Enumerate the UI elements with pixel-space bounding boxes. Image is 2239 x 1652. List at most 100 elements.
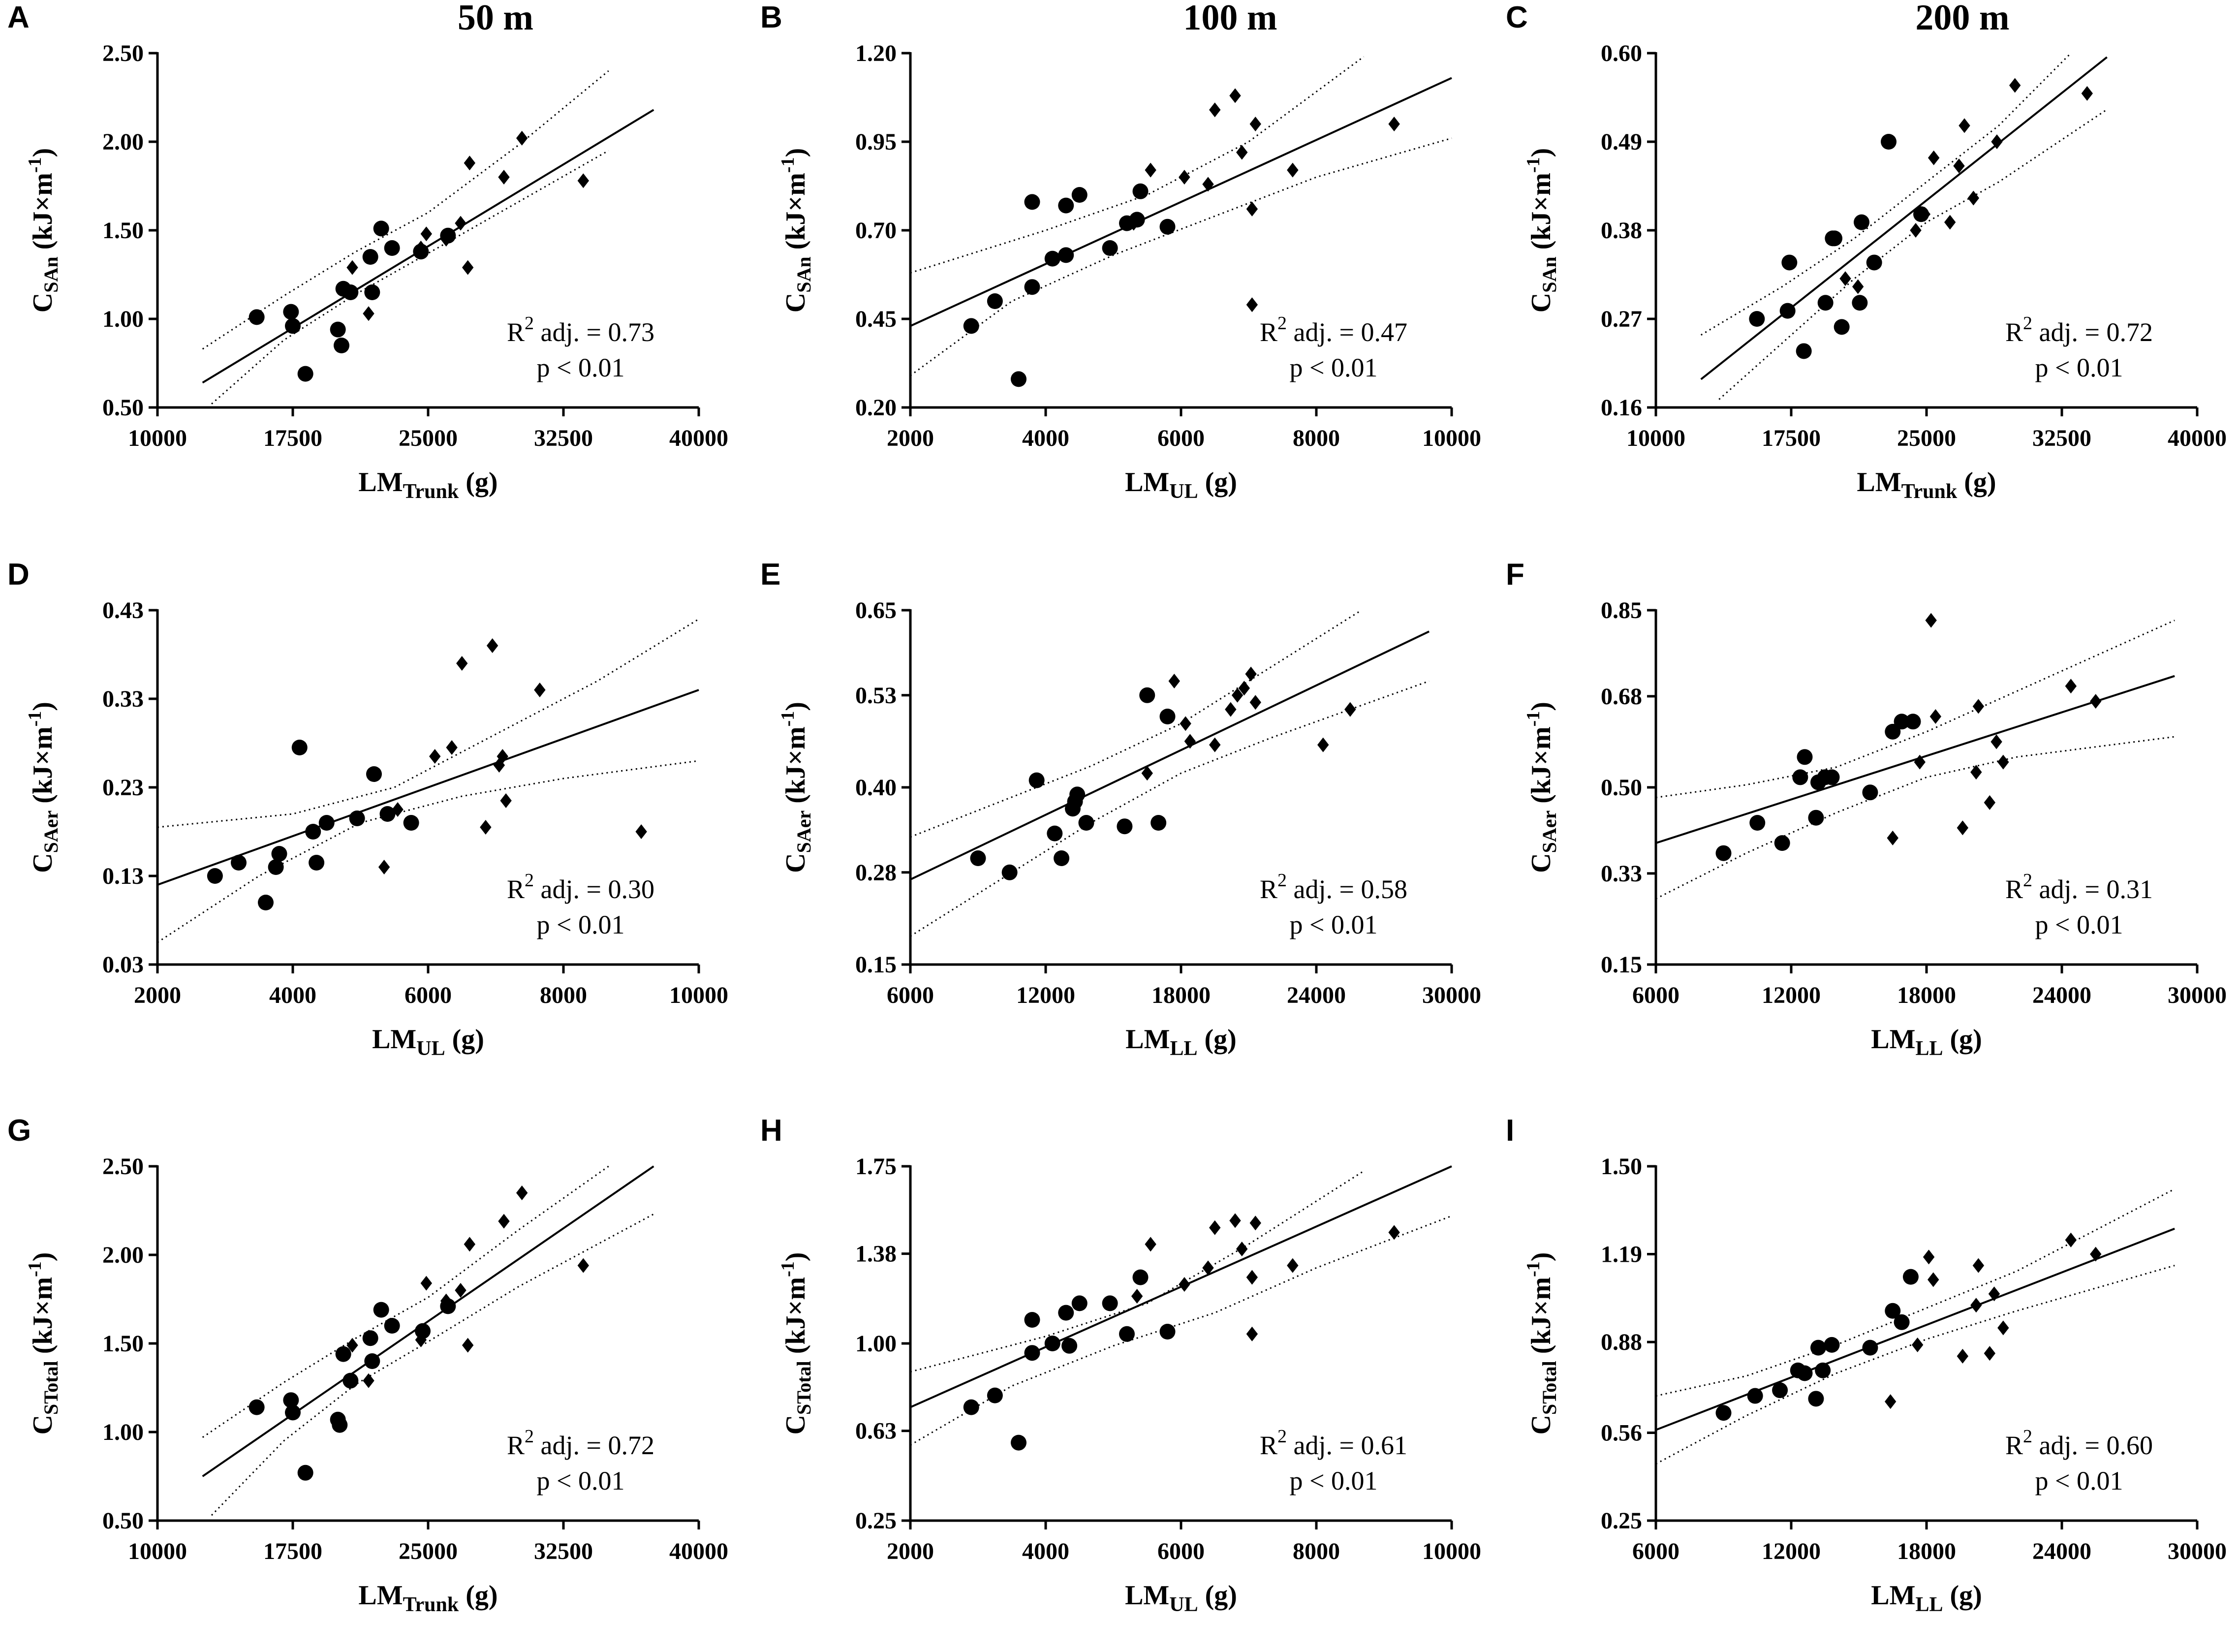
panel-c-point-circle <box>1854 214 1869 230</box>
panel-a-point-diamond <box>462 260 474 275</box>
panel-d-y-axis-title: CSAer (kJ×m-1) <box>25 702 62 873</box>
panel-g-point-circle <box>384 1318 400 1334</box>
panel-h-y-axis-title: CSTotal (kJ×m-1) <box>777 1252 815 1435</box>
panel-f-point-circle <box>1715 845 1732 861</box>
panel-i-point-circle <box>1715 1405 1732 1421</box>
panel-i-x-title-unit: (g) <box>1943 1580 1982 1611</box>
panel-a-x-title-unit: (g) <box>459 467 498 498</box>
panel-e-point-circle <box>1054 850 1070 866</box>
panel-d-point-diamond <box>500 793 512 808</box>
panel-i-y-tick-label: 0.25 <box>1601 1508 1642 1534</box>
panel-f-point-diamond <box>1970 765 1982 780</box>
panel-h-x-tick-label: 6000 <box>1157 1538 1205 1564</box>
column-title-50m: 50 m <box>458 0 533 38</box>
panel-a-x-title-main: LM <box>358 467 403 498</box>
panel-f-y-tick-label: 0.15 <box>1601 952 1642 978</box>
panel-d-y-tick-label: 0.43 <box>102 597 144 623</box>
panel-f-r2-R: R <box>2005 874 2023 904</box>
panel-h-y-tick-label: 1.75 <box>855 1153 897 1180</box>
panel-a-y-axis-title: CSAn (kJ×m-1) <box>25 148 62 313</box>
panel-g-letter: G <box>7 1114 31 1148</box>
panel-i-point-diamond <box>2090 1247 2102 1262</box>
panel-f-point-circle <box>1824 769 1840 785</box>
panel-i-y-tick-label: 0.56 <box>1601 1420 1642 1446</box>
panel-g-x-title-main: LM <box>358 1580 403 1611</box>
panel-c-point-circle <box>1817 295 1834 311</box>
panel-f-y-tick-label: 0.85 <box>1601 597 1642 623</box>
panel-b-point-diamond <box>1202 177 1214 192</box>
panel-d-point-circle <box>207 868 223 884</box>
panel-g-x-tick-label: 32500 <box>534 1538 593 1564</box>
panel-c-point-diamond <box>1928 150 1940 165</box>
panel-c-x-title-main: LM <box>1857 467 1901 498</box>
panel-h-y-title-close: ) <box>780 1252 811 1262</box>
panel-f-x-tick-label: 30000 <box>2168 982 2227 1008</box>
panel-c-y-title-unit: (kJ×m <box>1526 173 1556 256</box>
panel-h-point-circle <box>1044 1336 1060 1351</box>
panel-f-y-title-sup: -1 <box>1523 711 1544 727</box>
panel-h: H 0.25 0.63 1.00 1.38 1.75 2000 4000 6000 8000 100… <box>760 1114 1481 1616</box>
panel-d-x-title-main: LM <box>372 1024 416 1055</box>
panel-g-ci-lower <box>211 1213 654 1516</box>
panel-i-point-diamond <box>1984 1346 1996 1361</box>
panel-a-point-circle <box>364 284 380 300</box>
panel-e-ci-upper <box>910 609 1362 838</box>
panel-i-x-title-sub: LL <box>1915 1593 1943 1616</box>
panel-h-point-diamond <box>1202 1260 1214 1276</box>
panel-a-point-diamond <box>440 232 452 247</box>
panel-c-y-title-sup: -1 <box>1523 157 1544 173</box>
panel-d-y-title-close: ) <box>28 702 58 711</box>
panel-e-x-title-main: LM <box>1125 1024 1170 1055</box>
panel-a-y-tick-label: 1.00 <box>102 306 144 332</box>
panel-a-point-diamond <box>363 306 374 321</box>
panel-a-y-title-main: C <box>28 293 58 312</box>
panel-a-r2-R: R <box>507 317 525 347</box>
panel-g-point-diamond <box>415 1332 427 1347</box>
column-title-200m: 200 m <box>1915 0 2009 38</box>
panel-e-r2-sup: 2 <box>1277 870 1287 891</box>
panel-i-y-tick-label: 1.50 <box>1601 1153 1642 1180</box>
panel-h-x-tick-label: 2000 <box>887 1538 934 1564</box>
panel-h-r2-value: adj. = 0.61 <box>1287 1431 1407 1460</box>
panel-b-x-title-main: LM <box>1125 467 1169 498</box>
panel-g-x-title-sub: Trunk <box>403 1593 459 1616</box>
panel-i-y-title-main: C <box>1526 1415 1556 1434</box>
panel-f-point-diamond <box>1972 699 1985 714</box>
panel-i-point-diamond <box>1972 1258 1985 1273</box>
panel-b-x-title-sub: UL <box>1169 480 1198 503</box>
panel-b-point-diamond <box>1246 201 1258 217</box>
panel-h-x-title-sub: UL <box>1169 1593 1198 1616</box>
panel-c-point-circle <box>1796 343 1812 359</box>
panel-g-point-diamond <box>455 1283 466 1298</box>
panel-d-point-diamond <box>480 820 492 835</box>
panel-b-y-tick-label: 0.70 <box>855 218 897 244</box>
panel-f-point-circle <box>1862 784 1878 801</box>
panel-h-point-circle <box>1102 1295 1118 1311</box>
panel-c-point-diamond <box>1910 223 1922 238</box>
panel-b-point-diamond <box>1209 102 1221 118</box>
panel-i-x-tick-label: 18000 <box>1897 1538 1956 1564</box>
panel-c-point-diamond <box>1919 207 1931 222</box>
panel-i-y-title-sup: -1 <box>1523 1261 1544 1277</box>
panel-f-point-circle <box>1792 769 1808 785</box>
panel-i-letter: I <box>1506 1114 1514 1148</box>
panel-d-point-diamond <box>486 638 498 653</box>
panel-h-letter: H <box>760 1114 782 1148</box>
panel-f-x-tick-label: 24000 <box>2032 982 2091 1008</box>
panel-f-point-diamond <box>1929 709 1942 724</box>
panel-f-r2-annotation: R2 adj. = 0.31 <box>2005 870 2153 904</box>
panel-i-point-circle <box>1797 1365 1813 1381</box>
panel-g-point-diamond <box>516 1185 528 1200</box>
panel-a-point-diamond <box>455 216 466 231</box>
panel-g-point-circle <box>364 1353 380 1369</box>
panel-d-point-diamond <box>635 824 647 839</box>
panel-f-x-axis-title: LMLL (g) <box>1871 1024 1982 1060</box>
panel-d-r2-value: adj. = 0.30 <box>534 874 654 904</box>
panel-f: F 0.15 0.33 0.50 0.68 0.85 6000 12000 18000 24000… <box>1506 558 2227 1060</box>
panel-c-point-diamond <box>2081 86 2093 101</box>
panel-h-point-circle <box>1061 1338 1078 1354</box>
panel-b-letter: B <box>760 0 782 34</box>
panel-a-y-tick-label: 2.00 <box>102 129 144 155</box>
panel-g-r2-sup: 2 <box>525 1426 534 1447</box>
panel-c-x-tick-label: 17500 <box>1762 425 1821 451</box>
